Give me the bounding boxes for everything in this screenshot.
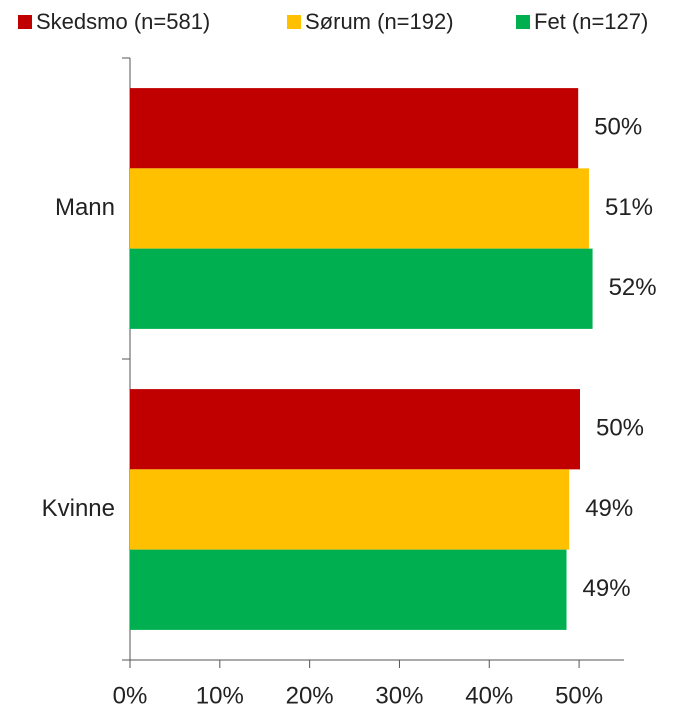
x-tick-label: 30% <box>375 682 423 709</box>
x-tick-label: 50% <box>555 682 603 709</box>
value-label: 50% <box>594 114 642 141</box>
value-label: 49% <box>585 495 633 522</box>
bar <box>130 88 579 169</box>
legend-swatch <box>516 15 530 29</box>
value-label: 50% <box>596 415 644 442</box>
category-label: Kvinne <box>42 495 115 522</box>
value-label: 51% <box>605 194 653 221</box>
legend-label: Sørum (n=192) <box>305 9 454 34</box>
bar <box>130 469 570 550</box>
legend-swatch <box>287 15 301 29</box>
x-tick-label: 40% <box>465 682 513 709</box>
legend-label: Fet (n=127) <box>534 9 648 34</box>
bar <box>130 389 580 470</box>
category-label: Mann <box>55 194 115 221</box>
bar <box>130 549 567 630</box>
x-tick-label: 20% <box>286 682 334 709</box>
bar <box>130 168 589 249</box>
x-tick-label: 0% <box>113 682 148 709</box>
value-label: 49% <box>583 575 631 602</box>
value-label: 52% <box>609 274 657 301</box>
legend-swatch <box>18 15 32 29</box>
bar <box>130 248 593 329</box>
legend-label: Skedsmo (n=581) <box>36 9 210 34</box>
x-tick-label: 10% <box>196 682 244 709</box>
